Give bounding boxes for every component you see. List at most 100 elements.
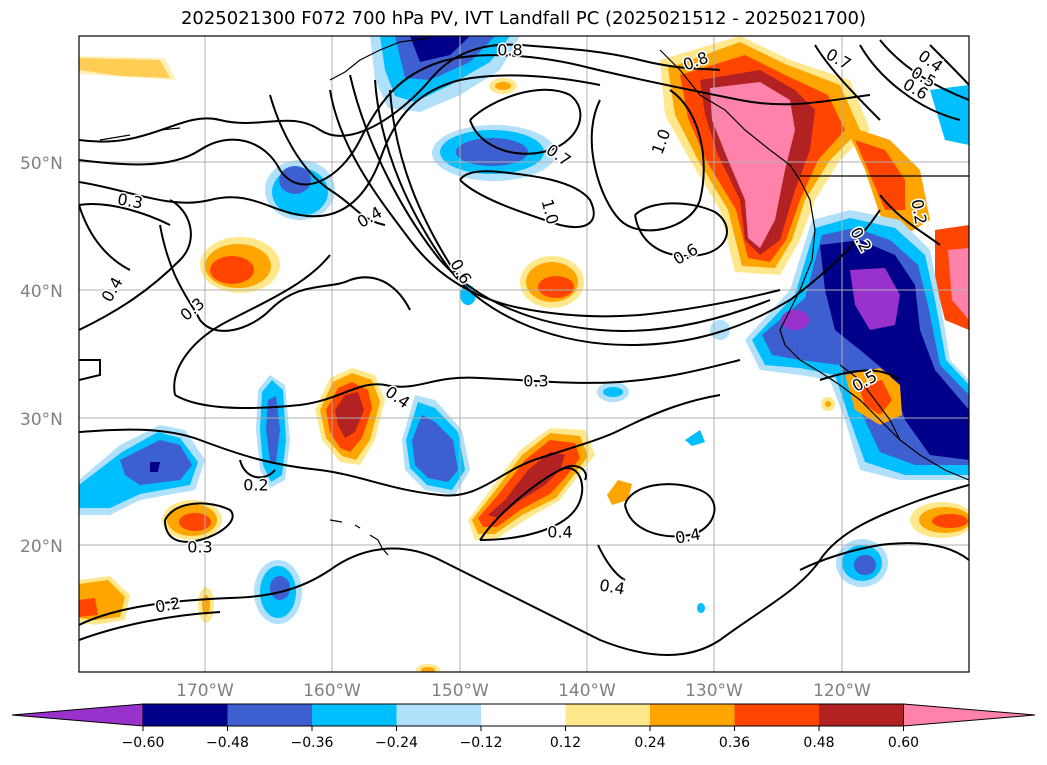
lon-label-150w: 150°W: [431, 681, 489, 701]
lat-label-30n: 30°N: [20, 410, 63, 430]
contour-line: [159, 224, 411, 332]
colorbar-tick-label: 0.36: [719, 735, 750, 751]
lon-label-140w: 140°W: [558, 681, 616, 701]
lon-label-130w: 130°W: [685, 681, 743, 701]
shade-region: [607, 480, 632, 505]
colorbar-tick-label: −0.24: [375, 735, 418, 751]
pv-shading-layer: [79, 36, 969, 672]
contour-label: 1.0: [537, 197, 562, 227]
shade-region: [266, 396, 280, 462]
contour-line: [879, 39, 969, 101]
coastline-layer: [99, 37, 969, 556]
shade-region: [79, 598, 98, 617]
shade-region: [412, 415, 458, 482]
contour-line: [79, 394, 721, 497]
colorbar-segment: [650, 704, 735, 726]
contour-line: [459, 170, 595, 228]
shade-region: [697, 603, 705, 613]
contour-line: [79, 199, 192, 331]
contour-label: 0.2: [154, 593, 182, 616]
shade-region: [210, 256, 254, 284]
contour-label: 0.3: [187, 538, 212, 557]
shade-region: [179, 513, 211, 531]
contour-label: 0.3: [523, 372, 548, 391]
map-title: 2025021300 F072 700 hPa PV, IVT Landfall…: [180, 8, 867, 29]
colorbar-frame: [142, 703, 904, 727]
map-frame: [78, 35, 970, 673]
colorbar-tick-label: −0.36: [291, 735, 334, 751]
shade-region: [456, 138, 528, 166]
colorbar-tick-label: −0.48: [206, 735, 249, 751]
shade-region: [850, 268, 900, 330]
colorbar-segment: [734, 704, 819, 726]
shade-region: [150, 462, 160, 472]
colorbar-tick-label: 0.48: [803, 735, 834, 751]
contour-label: 0.3: [177, 294, 209, 325]
contour-line: [929, 44, 969, 86]
contour-line: [479, 467, 584, 541]
ivt-contour-layer: [79, 39, 969, 656]
contour-line: [597, 544, 626, 581]
contour-label: 0.7: [823, 45, 855, 74]
contour-line: [173, 254, 331, 396]
contour-line: [79, 611, 221, 641]
coast-baja: [839, 364, 901, 441]
contour-line: [269, 94, 386, 226]
contour-line: [79, 43, 721, 143]
contour-line: [79, 203, 171, 226]
contour-label: 1.0: [648, 126, 675, 156]
colorbar-tick-label: −0.60: [122, 735, 165, 751]
colorbar-tick-label: −0.12: [460, 735, 503, 751]
contour-line: [389, 89, 461, 281]
contour-line: [814, 44, 881, 121]
shade-region: [410, 36, 470, 62]
coast-north-america: [659, 49, 969, 481]
contour-label: 0.4: [98, 274, 127, 306]
hawaii-islands: [329, 519, 389, 556]
shade-region: [488, 452, 565, 518]
shade-region: [335, 392, 364, 438]
contour-line: [79, 54, 871, 186]
colorbar-segment: [481, 704, 566, 726]
contour-label: 0.8: [497, 41, 522, 60]
colorbar-extend-max: [903, 703, 1036, 727]
contour-line: [239, 459, 276, 479]
contour-line: [79, 359, 101, 381]
lon-label-120w: 120°W: [813, 681, 871, 701]
shade-region: [421, 667, 435, 672]
contour-line: [799, 542, 969, 571]
contour-line: [559, 464, 587, 481]
shade-region: [710, 82, 795, 248]
contour-line: [164, 502, 234, 543]
shade-region: [538, 276, 574, 298]
contour-line: [634, 202, 728, 257]
shade-region: [279, 166, 311, 194]
contour-label: 0.6: [446, 256, 475, 288]
contour-line: [79, 484, 969, 656]
shade-region: [495, 82, 511, 90]
contour-line: [590, 89, 705, 232]
colorbar: −0.60 −0.48 −0.36 −0.24 −0.12 0.12 0.24 0.36 0.4…: [11, 703, 1036, 751]
contour-line: [349, 74, 771, 332]
colorbar-segment: [312, 704, 397, 726]
colorbar-tick-label: 0.24: [634, 735, 665, 751]
colorbar-tick-label: 0.12: [550, 735, 581, 751]
lon-label-170w: 170°W: [176, 681, 234, 701]
contour-label: 0.4: [547, 523, 572, 542]
colorbar-segment: [396, 704, 481, 726]
contour-line: [329, 89, 781, 318]
shade-region: [932, 514, 968, 528]
shade-region: [855, 140, 905, 210]
shade-region: [930, 85, 969, 145]
contour-line: [859, 44, 961, 121]
contour-label: 0.4: [354, 203, 386, 232]
aleutian-islands: [99, 127, 181, 141]
contour-line: [879, 194, 941, 246]
colorbar-extend-min: [11, 703, 144, 727]
contour-line: [469, 88, 582, 155]
shade-region: [825, 401, 831, 407]
shade-region: [710, 320, 730, 340]
shade-region: [685, 430, 705, 446]
contour-line: [79, 74, 601, 218]
